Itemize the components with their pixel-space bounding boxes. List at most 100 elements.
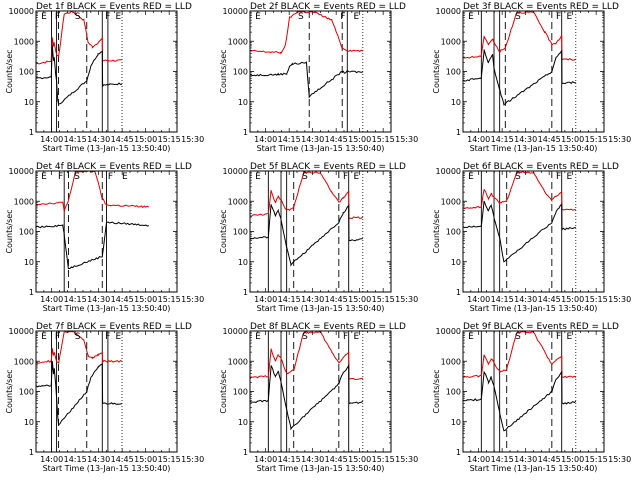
plot-frame	[35, 330, 178, 453]
zone-label: S	[298, 12, 304, 22]
zone-label: E	[468, 12, 474, 22]
x-tick-label: 14:45	[325, 135, 348, 144]
lld-series-line	[250, 171, 364, 220]
x-tick-label: 15:00	[561, 135, 584, 144]
x-tick-label: 15:00	[134, 295, 157, 304]
x-tick-label: 15:00	[348, 135, 371, 144]
x-tick-label: 14:30	[301, 135, 324, 144]
y-tick-label: 1000	[228, 357, 248, 366]
x-tick-label: 15:15	[158, 455, 181, 464]
y-tick-label: 100	[19, 68, 34, 77]
y-tick-label: 10000	[436, 167, 461, 176]
zone-label: F	[55, 332, 60, 342]
x-tick-label: 15:00	[348, 295, 371, 304]
x-tick-label: 15:30	[395, 295, 418, 304]
panel-title: Det 7f BLACK = Events RED = LLD	[36, 322, 192, 332]
y-tick-label: 1	[456, 448, 461, 457]
x-tick-label: 15:30	[181, 455, 204, 464]
x-tick-label: 15:30	[181, 135, 204, 144]
zone-label: F	[343, 332, 348, 342]
zone-label: E	[255, 12, 261, 22]
y-axis-label: Counts/sec	[219, 49, 228, 93]
y-tick-label: 100	[19, 388, 34, 397]
zone-label: F	[58, 172, 63, 182]
x-tick-label: 14:15	[278, 295, 301, 304]
zone-label: E	[566, 12, 572, 22]
x-tick-label: 14:45	[325, 455, 348, 464]
y-axis-label: Counts/sec	[5, 209, 14, 253]
x-tick-label: 15:15	[585, 455, 608, 464]
zone-label: S	[515, 332, 521, 342]
events-series-line	[250, 61, 363, 99]
x-tick-label: 14:00	[40, 295, 63, 304]
x-tick-label: 15:15	[585, 135, 608, 144]
lld-series-line	[250, 331, 363, 381]
zone-label: S	[302, 172, 308, 182]
zone-label: E	[122, 172, 128, 182]
plot-frame	[462, 330, 605, 453]
y-tick-label: 10000	[9, 7, 34, 16]
x-tick-label: 15:00	[561, 295, 584, 304]
y-tick-label: 10	[238, 258, 248, 267]
y-tick-label: 10000	[223, 167, 248, 176]
x-tick-label: 14:45	[538, 295, 561, 304]
x-tick-label: 15:30	[608, 455, 631, 464]
zone-label: S	[302, 332, 308, 342]
panel-title: Det 5f BLACK = Events RED = LLD	[250, 162, 406, 172]
detector-panel-2: 1 10 100 1000 10000 14:00 14:15 14:30 14:45 15:00…	[219, 2, 418, 153]
x-tick-label: 14:15	[278, 455, 301, 464]
x-tick-label: 14:00	[40, 455, 63, 464]
zone-label: E	[255, 172, 261, 182]
x-tick-label: 14:45	[111, 295, 134, 304]
y-tick-label: 1	[29, 448, 34, 457]
zone-label: E	[468, 172, 474, 182]
y-tick-label: 10000	[223, 7, 248, 16]
y-tick-label: 1000	[228, 197, 248, 206]
x-tick-label: 14:00	[467, 135, 490, 144]
events-series-line	[463, 49, 576, 106]
lld-series-line	[250, 11, 364, 55]
x-tick-label: 14:15	[64, 135, 87, 144]
x-tick-label: 15:30	[608, 295, 631, 304]
zone-label: E	[353, 12, 359, 22]
y-tick-label: 1000	[14, 37, 34, 46]
x-axis-label: Start Time (13-Jan-15 13:50:40)	[257, 464, 385, 473]
detector-panel-6: 1 10 100 1000 10000 14:00 14:15 14:30 14:45 15:00…	[432, 162, 631, 313]
y-tick-label: 10	[24, 418, 34, 427]
y-axis-label: Counts/sec	[219, 209, 228, 253]
detector-panel-5: 1 10 100 1000 10000 14:00 14:15 14:30 14:45 15:00…	[219, 162, 418, 313]
zone-label: E	[41, 172, 47, 182]
zone-label: F	[556, 172, 561, 182]
x-tick-label: 15:00	[561, 455, 584, 464]
panel-title: Det 1f BLACK = Events RED = LLD	[36, 2, 192, 12]
zone-label: S	[515, 172, 521, 182]
y-axis-label: Counts/sec	[219, 369, 228, 413]
zone-label: F	[343, 172, 348, 182]
x-tick-label: 14:30	[514, 135, 537, 144]
y-axis-label: Counts/sec	[5, 49, 14, 93]
events-series-line	[36, 361, 123, 426]
plot-frame	[35, 10, 178, 133]
panel-title: Det 3f BLACK = Events RED = LLD	[463, 2, 619, 12]
x-tick-label: 15:15	[158, 135, 181, 144]
y-tick-label: 1000	[14, 197, 34, 206]
zone-label: E	[566, 172, 572, 182]
x-axis-label: Start Time (13-Jan-15 13:50:40)	[43, 464, 171, 473]
x-tick-label: 14:15	[64, 455, 87, 464]
events-series-line	[250, 363, 364, 431]
x-tick-label: 14:15	[491, 295, 514, 304]
zone-label: E	[116, 332, 122, 342]
lld-series-line	[36, 331, 123, 364]
x-tick-label: 14:30	[301, 295, 324, 304]
x-tick-label: 15:15	[372, 135, 395, 144]
x-tick-label: 15:15	[158, 295, 181, 304]
x-tick-label: 15:15	[585, 295, 608, 304]
zone-label: E	[468, 332, 474, 342]
y-tick-label: 100	[233, 68, 248, 77]
y-tick-label: 100	[19, 228, 34, 237]
x-tick-label: 14:45	[325, 295, 348, 304]
x-axis-label: Start Time (13-Jan-15 13:50:40)	[470, 304, 598, 313]
zone-label: F	[55, 12, 60, 22]
panel-title: Det 4f BLACK = Events RED = LLD	[36, 162, 192, 172]
events-series-line	[463, 200, 576, 263]
